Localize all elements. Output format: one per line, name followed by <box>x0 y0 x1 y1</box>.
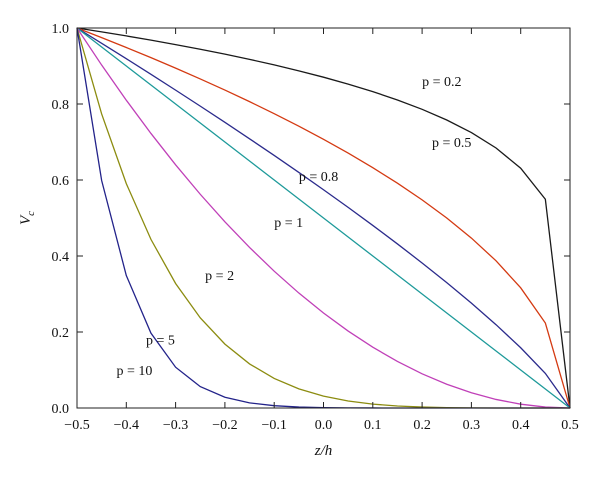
series-label-0: p = 0.2 <box>422 75 461 90</box>
y-tick-label: 0.4 <box>52 250 70 265</box>
series-line-0 <box>76 27 571 409</box>
x-tick-label: −0.2 <box>212 418 237 433</box>
curves-layer <box>76 27 571 409</box>
series-label-6: p = 10 <box>116 364 152 379</box>
series-label-5: p = 5 <box>146 334 175 349</box>
series-label-4: p = 2 <box>205 269 234 284</box>
curve-labels: p = 0.2 p = 0.5 p = 0.8 p = 1 p = 2 p = 5 p = … <box>116 75 471 379</box>
x-tick-label: 0.5 <box>561 418 579 433</box>
x-tick-label: 0.1 <box>364 418 382 433</box>
x-axis-ticks: −0.5 −0.4 −0.3 −0.2 −0.1 0.0 0.1 0.2 0.3 0.4 0.5 <box>64 28 579 433</box>
x-tick-label: −0.3 <box>163 418 188 433</box>
y-axis-label: Vc <box>18 211 37 225</box>
y-axis-ticks: 0.0 0.2 0.4 0.6 0.8 1.0 <box>52 22 570 417</box>
y-tick-label: 0.8 <box>52 98 70 113</box>
series-line-3 <box>76 27 571 409</box>
x-tick-label: 0.3 <box>463 418 481 433</box>
series-label-3: p = 1 <box>274 216 303 231</box>
y-tick-label: 0.0 <box>52 402 70 417</box>
series-line-2 <box>76 27 571 409</box>
x-tick-label: −0.5 <box>64 418 89 433</box>
series-line-4 <box>76 27 571 409</box>
x-tick-label: 0.0 <box>315 418 333 433</box>
series-label-1: p = 0.5 <box>432 136 471 151</box>
y-tick-label: 0.2 <box>52 326 70 341</box>
y-tick-label: 0.6 <box>52 174 70 189</box>
series-label-2: p = 0.8 <box>299 170 338 185</box>
y-axis-label-subscript: c <box>25 211 37 216</box>
x-tick-label: −0.1 <box>261 418 286 433</box>
x-tick-label: −0.4 <box>114 418 139 433</box>
y-axis-label-main: V <box>18 214 34 225</box>
x-tick-label: 0.4 <box>512 418 530 433</box>
x-tick-label: 0.2 <box>413 418 431 433</box>
series-line-1 <box>76 27 571 409</box>
x-axis-label: z/h <box>314 443 333 459</box>
y-tick-label: 1.0 <box>52 22 70 37</box>
